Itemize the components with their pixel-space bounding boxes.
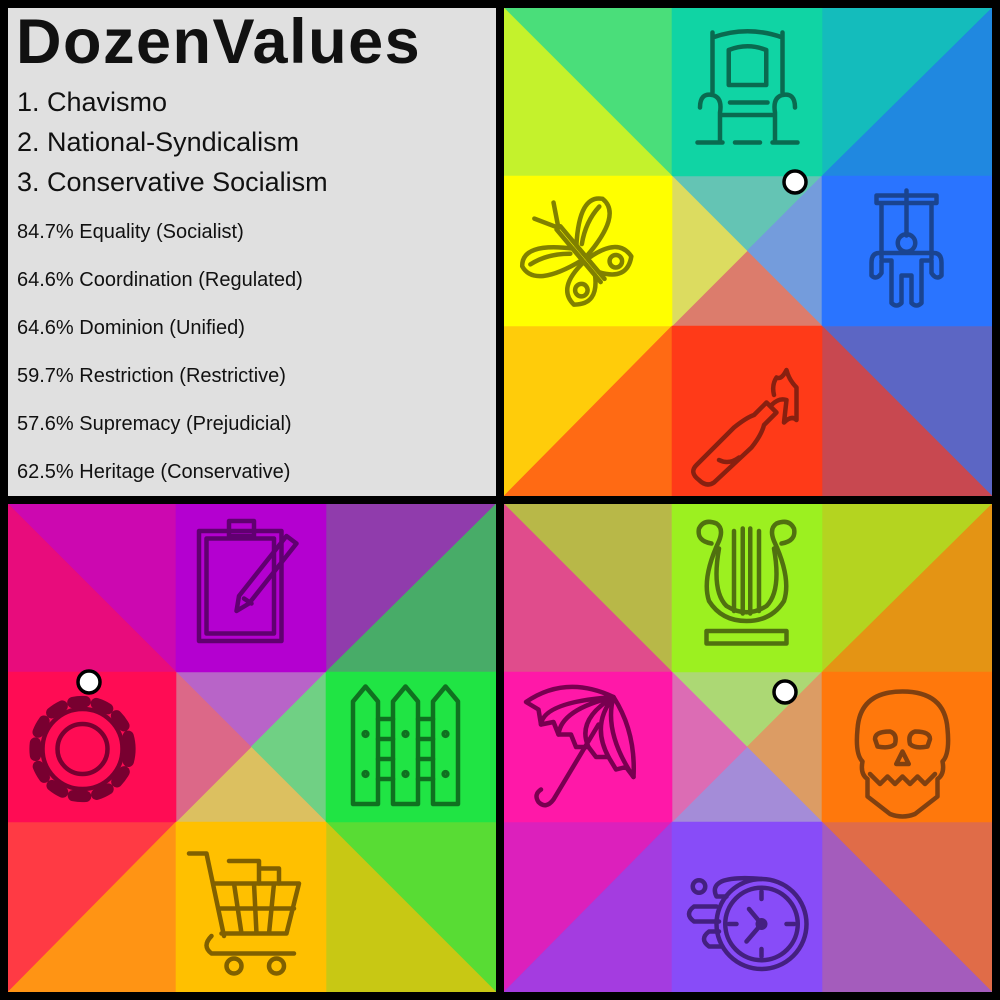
result-marker [772, 679, 798, 705]
results-summary-panel: DozenValues 1. Chavismo 2. National-Synd… [8, 7, 496, 496]
region-e-right [821, 671, 992, 823]
stat-supremacy: 57.6% Supremacy (Prejudicial) [17, 413, 292, 435]
quadrant-board [504, 504, 992, 992]
region-e-top [671, 504, 823, 673]
throne-icon [695, 29, 800, 145]
ranking-2: 2. National-Syndicalism [17, 127, 300, 157]
stat-coordination: 64.6% Coordination (Regulated) [17, 269, 303, 291]
ranking-1: 1. Chavismo [17, 87, 168, 117]
lyre-icon [696, 519, 797, 646]
stat-restriction: 59.7% Restriction (Restrictive) [17, 365, 286, 387]
gear-icon [29, 695, 136, 803]
quadrant-panel-bottom-left [8, 504, 496, 992]
shopping-cart-icon [186, 851, 302, 976]
ranking-3: 3. Conservative Socialism [17, 167, 328, 197]
quadrant-panel-top-right [504, 8, 992, 496]
butterfly-icon [519, 196, 634, 307]
stat-equality: 84.7% Equality (Socialist) [17, 221, 244, 243]
stat-dominion: 64.6% Dominion (Unified) [17, 317, 245, 339]
page-title: DozenValues [16, 7, 422, 77]
quadrant-board [8, 504, 496, 992]
umbrella-icon [523, 684, 636, 808]
quadrant-panel-bottom-right [504, 504, 992, 992]
quadrant-board [504, 8, 992, 496]
region-e-right [325, 671, 496, 823]
puppet-icon [869, 188, 944, 308]
clipboard-icon [196, 518, 299, 644]
result-marker [782, 169, 808, 195]
stat-heritage: 62.5% Heritage (Conservative) [17, 461, 291, 483]
skull-icon [854, 689, 951, 819]
result-marker [76, 669, 102, 695]
molotov-cocktail-icon [691, 367, 799, 487]
speeding-clock-icon [686, 875, 809, 972]
fence-icon [350, 684, 461, 807]
